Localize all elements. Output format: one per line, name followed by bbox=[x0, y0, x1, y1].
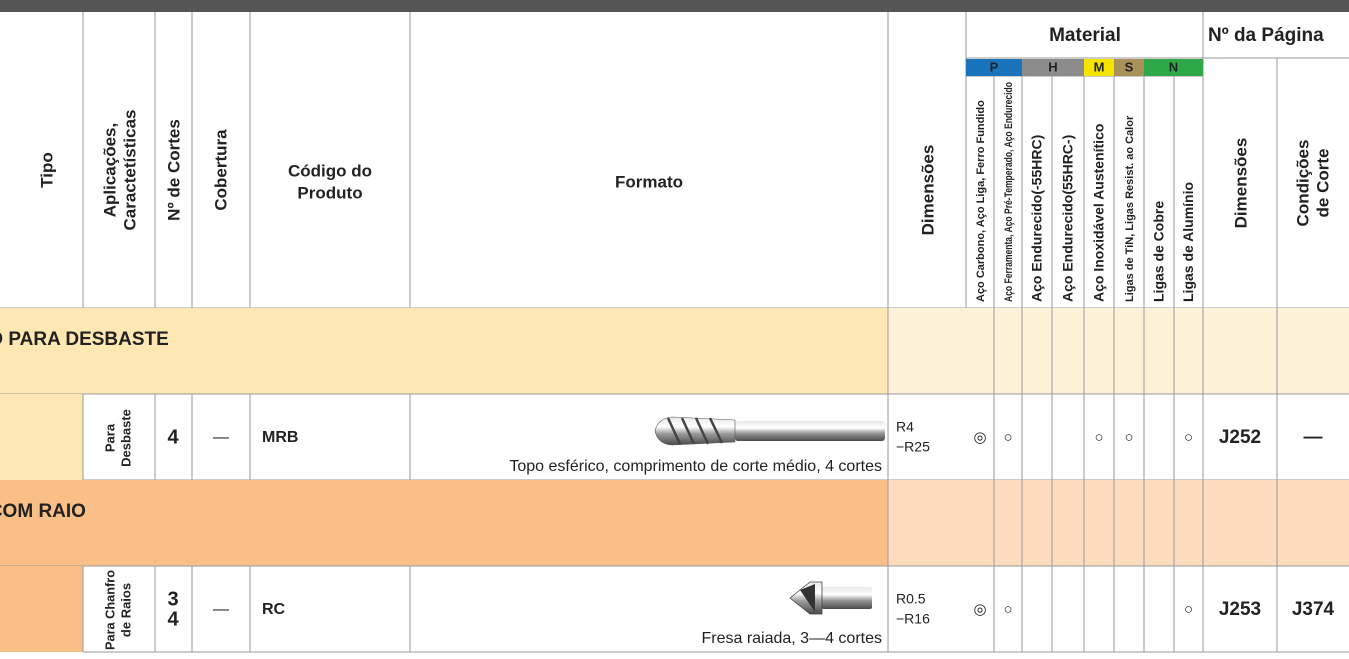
material-group-band bbox=[1084, 59, 1114, 76]
dimensoes: R4 bbox=[896, 419, 914, 435]
material-column-label: Ligas de Alumínio bbox=[1180, 182, 1196, 302]
material-mark: ◎ bbox=[973, 429, 986, 446]
material-group-code: P bbox=[990, 59, 999, 74]
cobertura: — bbox=[213, 429, 229, 446]
material-column-label: Aço Endurecido(55HRC-) bbox=[1060, 135, 1076, 302]
formato: Fresa raiada, 3—4 cortes bbox=[701, 630, 882, 647]
section-title: TOPO ESFÉRICO PARA DESBASTE bbox=[0, 328, 169, 350]
header-aplicacoes: Caractetísticas bbox=[120, 110, 139, 231]
aplicacao: de Raios bbox=[118, 583, 133, 637]
material-group-band bbox=[966, 59, 1022, 76]
material-column-label: Ligas de Cobre bbox=[1151, 201, 1167, 302]
cortes: 4 bbox=[167, 426, 179, 448]
dimensoes: −R16 bbox=[896, 611, 930, 627]
header-dimensoes: Dimensões bbox=[918, 145, 937, 236]
pagina-condicoes: J374 bbox=[1292, 599, 1335, 620]
formato: Topo esférico, comprimento de corte médi… bbox=[509, 458, 882, 475]
aplicacao: Desbaste bbox=[118, 409, 133, 467]
material-mark: ◎ bbox=[973, 601, 986, 618]
section-band bbox=[0, 480, 888, 566]
material-group-band bbox=[1114, 59, 1144, 76]
material-mark: ○ bbox=[1094, 429, 1103, 446]
material-mark: ○ bbox=[1124, 429, 1133, 446]
material-column-label: Aço Inoxidável Austenítico bbox=[1091, 124, 1107, 302]
header-pagina-condicoes: de Corte bbox=[1313, 149, 1332, 218]
material-group-band bbox=[1144, 59, 1203, 76]
material-mark: ○ bbox=[1184, 429, 1193, 446]
material-column-label: Aço Endurecido(-55HRC) bbox=[1029, 135, 1045, 302]
header-cobertura: Cobertura bbox=[211, 129, 230, 211]
material-group-code: H bbox=[1048, 59, 1057, 74]
pagina-condicoes: — bbox=[1304, 427, 1323, 448]
header-cortes: Nº de Cortes bbox=[164, 119, 183, 221]
material-mark: ○ bbox=[1003, 429, 1012, 446]
cortes: 3 bbox=[167, 588, 178, 610]
aplicacao: Para Chanfro bbox=[102, 570, 117, 650]
material-group-code: M bbox=[1094, 59, 1105, 74]
header-formato: Formato bbox=[615, 172, 683, 191]
aplicacao: Para bbox=[102, 423, 117, 452]
material-group-code: N bbox=[1169, 59, 1178, 74]
header-codigo: Produto bbox=[297, 183, 362, 202]
header-material: Material bbox=[1049, 25, 1121, 46]
cortes: 4 bbox=[167, 608, 179, 630]
material-mark: ○ bbox=[1003, 601, 1012, 618]
header-tipo: Tipo bbox=[37, 152, 56, 188]
section-band-right bbox=[888, 308, 1349, 394]
top-bar bbox=[0, 0, 1349, 12]
pagina-dimensoes: J253 bbox=[1219, 599, 1261, 620]
codigo: RC bbox=[262, 601, 286, 618]
material-column-label: Ligas de TiN, Ligas Resist. ao Calor bbox=[1124, 115, 1136, 302]
tipo-strip bbox=[0, 566, 83, 652]
header-codigo: Código do bbox=[288, 161, 372, 180]
cobertura: — bbox=[213, 601, 229, 618]
section-band-right bbox=[888, 480, 1349, 566]
header-pagina-condicoes: Condições bbox=[1293, 140, 1312, 227]
material-group-code: S bbox=[1125, 59, 1134, 74]
header-pagina: Nº da Página bbox=[1208, 25, 1324, 46]
tool-image-mrb bbox=[654, 416, 885, 446]
material-column-label: Aço Ferramenta, Aço Pré-Temperado, Aço E… bbox=[1003, 82, 1015, 302]
material-column-label: Aço Carbono, Aço Liga, Ferro Fundido bbox=[975, 100, 987, 302]
codigo: MRB bbox=[262, 429, 298, 446]
tool-image-rc bbox=[789, 581, 872, 615]
dimensoes: −R25 bbox=[896, 439, 930, 455]
material-mark: ○ bbox=[1184, 601, 1193, 618]
section-band bbox=[0, 308, 888, 394]
pagina-dimensoes: J252 bbox=[1219, 427, 1261, 448]
dimensoes: R0.5 bbox=[896, 591, 926, 607]
material-group-band bbox=[1022, 59, 1084, 76]
tipo-strip bbox=[0, 394, 83, 480]
header-pagina-dimensoes: Dimensões bbox=[1231, 138, 1250, 229]
header-aplicacoes: Aplicações, bbox=[100, 123, 119, 218]
section-title: TOPO COM RAIO bbox=[0, 501, 86, 522]
